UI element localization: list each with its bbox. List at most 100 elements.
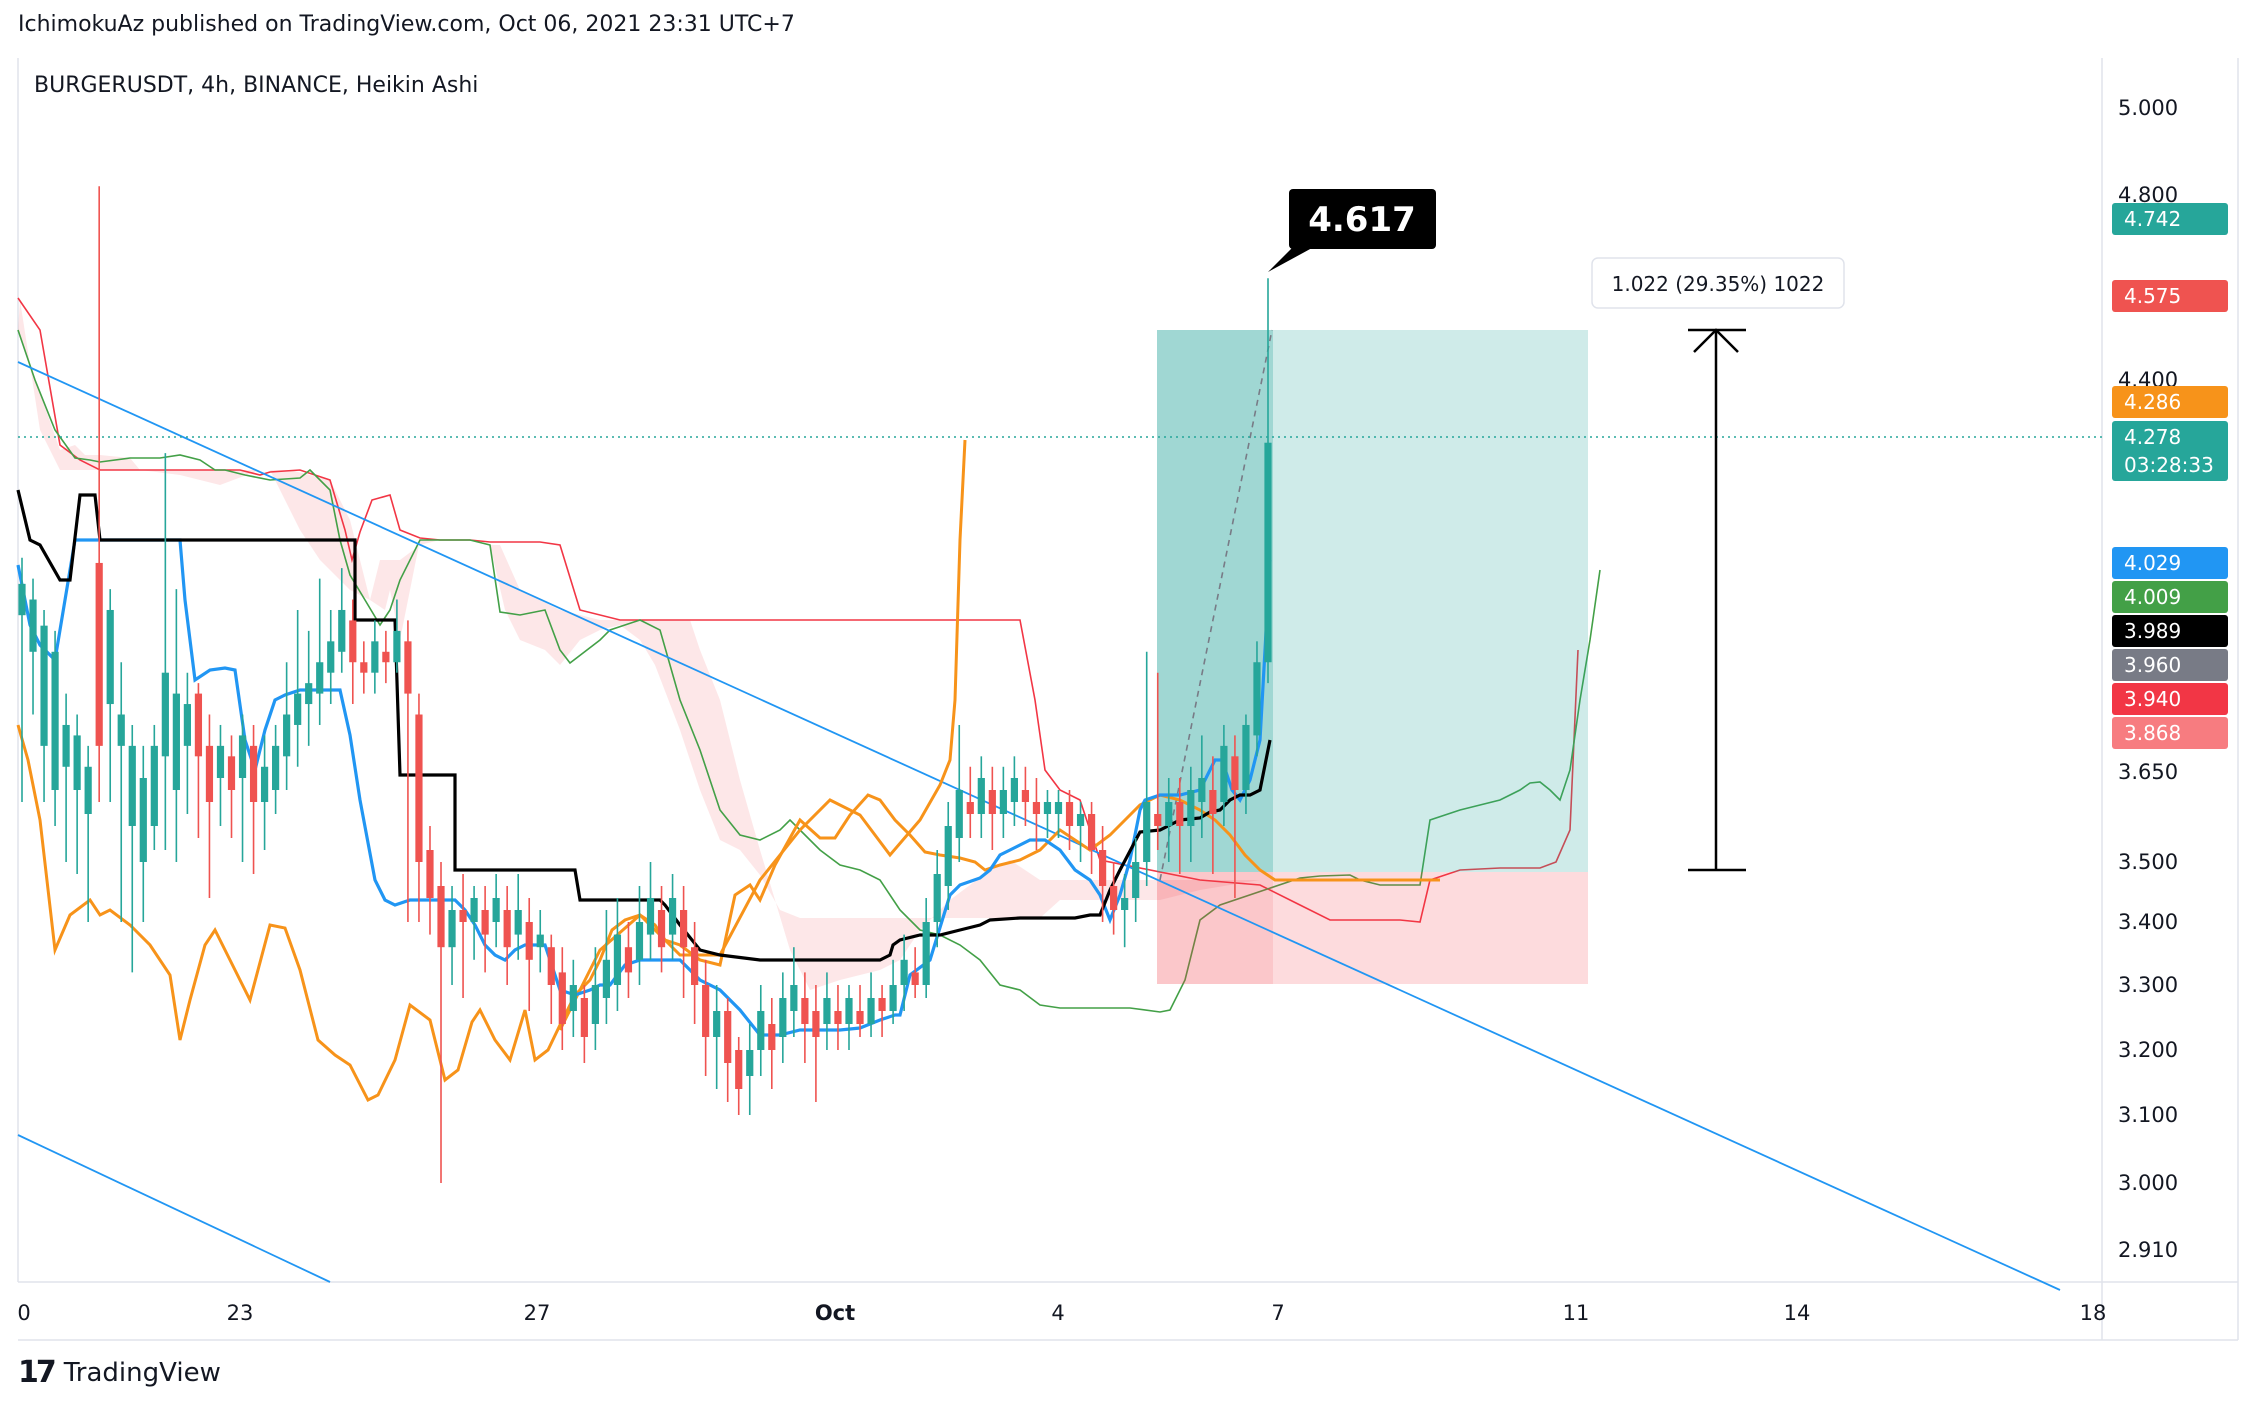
candle[interactable]	[724, 998, 732, 1102]
candle[interactable]	[117, 662, 125, 922]
candle[interactable]	[536, 910, 544, 973]
candle[interactable]	[459, 874, 467, 998]
candle[interactable]	[635, 886, 644, 985]
candle[interactable]	[1143, 651, 1151, 886]
candle[interactable]	[172, 589, 180, 862]
candle[interactable]	[812, 985, 820, 1102]
candle[interactable]	[194, 683, 203, 838]
candle[interactable]	[988, 766, 996, 850]
candle[interactable]	[1220, 724, 1228, 826]
candle[interactable]	[977, 756, 985, 838]
time-axis[interactable]: 0 23 27 Oct 4 7 11 14 18	[17, 1301, 2106, 1325]
candle[interactable]	[305, 630, 313, 746]
candle[interactable]	[558, 947, 566, 1050]
candle[interactable]	[966, 766, 974, 838]
candle[interactable]	[624, 922, 633, 998]
candle[interactable]	[790, 947, 798, 1037]
candle[interactable]	[922, 898, 930, 998]
candle[interactable]	[547, 934, 555, 1024]
candle[interactable]	[1231, 735, 1239, 898]
candle[interactable]	[999, 766, 1007, 838]
candle[interactable]	[95, 186, 103, 802]
candle[interactable]	[360, 641, 368, 694]
candle[interactable]	[735, 1037, 743, 1115]
candle[interactable]	[1032, 778, 1041, 850]
candle[interactable]	[249, 724, 258, 874]
candle[interactable]	[613, 898, 622, 1011]
candle[interactable]	[426, 826, 434, 935]
candle[interactable]	[900, 934, 908, 1011]
candle[interactable]	[1076, 802, 1085, 862]
candle[interactable]	[801, 972, 809, 1063]
candle[interactable]	[415, 693, 423, 922]
candle[interactable]	[691, 922, 699, 1024]
candle[interactable]	[294, 609, 302, 767]
candle[interactable]	[955, 724, 963, 862]
candle[interactable]	[349, 599, 357, 705]
candle[interactable]	[327, 609, 335, 705]
candle[interactable]	[944, 802, 952, 910]
candle[interactable]	[227, 735, 236, 838]
candle[interactable]	[161, 453, 169, 850]
candle[interactable]	[933, 850, 941, 948]
tenkan-sen[interactable]	[16, 538, 1272, 1037]
candle[interactable]	[878, 985, 886, 1037]
candle[interactable]	[1110, 862, 1118, 935]
candle[interactable]	[18, 557, 26, 802]
candle[interactable]	[139, 745, 147, 922]
candle[interactable]	[657, 886, 666, 973]
candle[interactable]	[40, 609, 48, 802]
candle[interactable]	[856, 985, 864, 1037]
candle[interactable]	[1021, 766, 1030, 826]
candle[interactable]	[1043, 790, 1052, 838]
candle[interactable]	[316, 578, 324, 725]
candle[interactable]	[448, 886, 456, 985]
price-range-measure[interactable]: 1.022 (29.35%) 1022	[1591, 257, 1845, 872]
candle[interactable]	[492, 874, 500, 948]
candle[interactable]	[84, 745, 92, 922]
candle[interactable]	[1154, 672, 1162, 850]
candle[interactable]	[1176, 778, 1184, 874]
candle[interactable]	[1209, 756, 1217, 874]
candle[interactable]	[591, 947, 599, 1050]
candle[interactable]	[62, 693, 70, 862]
candle[interactable]	[1187, 766, 1195, 862]
candle[interactable]	[668, 874, 677, 960]
candle[interactable]	[889, 959, 897, 1024]
candle[interactable]	[569, 959, 577, 1037]
candle[interactable]	[1065, 790, 1074, 850]
candle[interactable]	[106, 589, 114, 802]
candle[interactable]	[283, 662, 291, 790]
candle[interactable]	[382, 630, 390, 684]
candle[interactable]	[525, 898, 533, 1011]
candle[interactable]	[580, 985, 588, 1063]
candle[interactable]	[602, 910, 611, 1024]
candle[interactable]	[1165, 778, 1173, 862]
candle[interactable]	[1010, 756, 1018, 826]
long-position-loss-zone[interactable]	[1157, 872, 1588, 984]
candle[interactable]	[646, 862, 655, 960]
candle[interactable]	[1264, 278, 1272, 684]
candle[interactable]	[514, 874, 522, 960]
candle[interactable]	[437, 862, 445, 1183]
candle[interactable]	[51, 630, 59, 826]
candle[interactable]	[393, 599, 401, 673]
peak-price-callout[interactable]: 4.617	[1268, 189, 1436, 272]
candle[interactable]	[746, 1024, 754, 1115]
candle[interactable]	[404, 620, 412, 922]
candle[interactable]	[702, 959, 710, 1076]
candle[interactable]	[73, 714, 81, 874]
candle[interactable]	[713, 985, 721, 1089]
heikin-ashi-candles[interactable]	[18, 186, 1272, 1183]
candle[interactable]	[768, 998, 776, 1089]
candle[interactable]	[183, 672, 191, 814]
candle[interactable]	[371, 620, 379, 694]
candle[interactable]	[205, 714, 214, 898]
candle[interactable]	[845, 985, 853, 1050]
candle[interactable]	[128, 724, 136, 973]
candle[interactable]	[272, 724, 280, 814]
candle[interactable]	[867, 972, 875, 1037]
descending-trendline[interactable]	[17, 361, 2061, 1291]
candle[interactable]	[1099, 826, 1107, 922]
